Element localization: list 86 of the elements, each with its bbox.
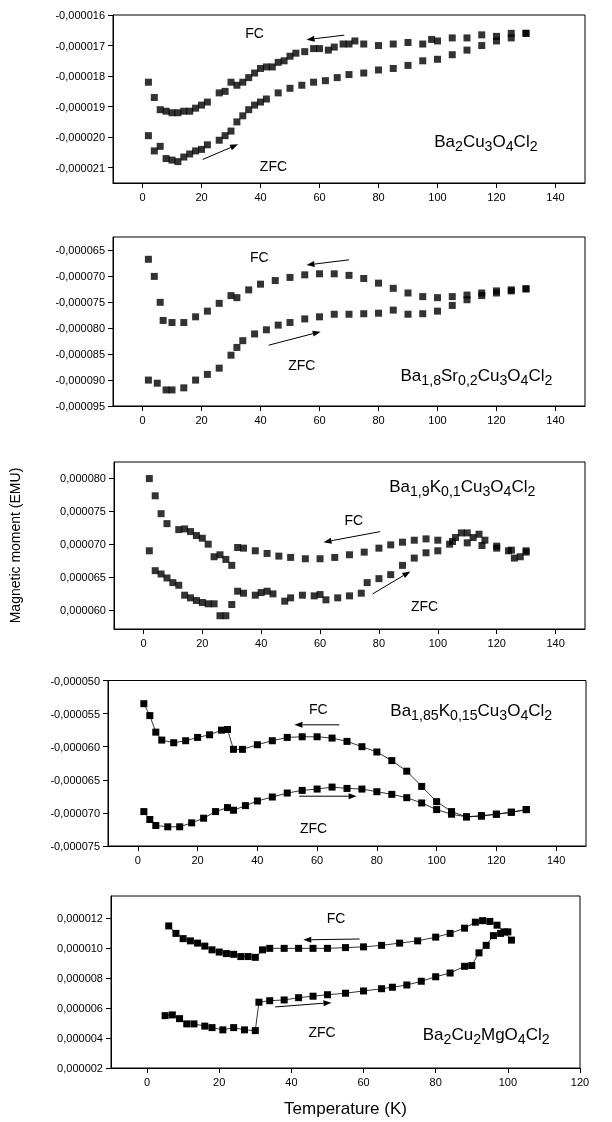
y-tick-label: -0,000070 (50, 806, 100, 819)
x-tick-label: 80 (370, 853, 383, 866)
x-tick-label: 120 (570, 1075, 590, 1088)
series-label: ZFC (299, 819, 328, 836)
x-tick-label: 100 (428, 413, 447, 426)
y-tick-label: -0,000095 (55, 400, 105, 412)
x-tick-label: 100 (498, 1075, 518, 1088)
x-tick-label: 20 (195, 190, 208, 203)
x-tick-label: 0 (139, 413, 146, 426)
y-tick-label: 0,000070 (60, 538, 106, 551)
y-tick-label: -0,000018 (55, 70, 105, 83)
x-tick-label: 80 (372, 413, 385, 426)
x-tick-label: 140 (546, 190, 565, 203)
text: Ba$_{1,85}$K$_{0,15}$Cu$_{3}$O$_{4}$Cl$_{2}$ (390, 700, 553, 723)
x-tick-label: 140 (546, 413, 565, 426)
y-tick-label: 0,000004 (57, 1032, 103, 1045)
y-tick-label: -0,000060 (50, 740, 100, 753)
y-tick-label: -0,000055 (50, 707, 100, 720)
x-tick-label: 60 (313, 636, 327, 649)
x-tick-label: 0 (134, 853, 141, 866)
x-tick-label: 120 (487, 636, 506, 649)
x-tick-label: 40 (285, 1075, 298, 1088)
y-tick-label: -0,000070 (55, 270, 105, 283)
y-tick-label: 0,000065 (60, 571, 106, 584)
x-tick-label: 60 (313, 190, 326, 203)
x-tick-label: 100 (428, 190, 447, 203)
x-tick-label: 0 (139, 190, 146, 203)
y-tick-label: -0,000016 (55, 9, 105, 21)
x-tick-label: 60 (313, 413, 326, 426)
text: Ba$_{1,9}$K$_{0,1}$Cu$_{3}$O$_{4}$Cl$_{2}$ (389, 476, 536, 500)
y-tick-label: -0,000080 (55, 322, 105, 335)
annotation: Ba$_{2}$Cu$_{2}$MgO$_{4}$Cl$_{2}$ (422, 1024, 550, 1048)
x-tick-label: 0 (140, 636, 147, 649)
y-tick-label: -0,000050 (50, 674, 100, 687)
x-tick-label: 40 (254, 190, 267, 203)
series-label: FC (326, 910, 346, 927)
y-tick-label: 0,000010 (57, 942, 103, 955)
y-tick-label: 0,000075 (60, 505, 106, 518)
x-tick-label: 120 (487, 413, 506, 426)
y-tick-label: -0,000075 (55, 296, 105, 309)
x-tick-label: 20 (196, 636, 209, 649)
text: ZFC (259, 158, 288, 175)
y-tick-label: -0,000065 (55, 244, 105, 257)
series-label: FC (245, 25, 264, 42)
y-tick-label: -0,000065 (50, 773, 100, 786)
y-tick-label: -0,000017 (55, 39, 105, 52)
x-tick-label: 20 (195, 413, 208, 426)
y-axis-title: Magnetic moment (EMU) (7, 467, 23, 624)
series-label: FC (308, 701, 328, 718)
x-tick-label: 20 (213, 1075, 226, 1088)
x-tick-label: 60 (357, 1075, 370, 1088)
x-tick-label: 40 (255, 636, 268, 649)
y-tick-label: 0,000060 (60, 604, 106, 617)
series-label: ZFC (308, 1023, 336, 1040)
x-tick-label: 80 (372, 190, 385, 203)
y-tick-label: -0,000019 (55, 100, 105, 113)
x-tick-label: 20 (191, 853, 204, 866)
x-tick-label: 80 (429, 1075, 442, 1088)
x-tick-label: 120 (487, 853, 506, 866)
x-tick-label: 100 (428, 636, 447, 649)
x-axis-title: Temperature (K) (284, 1099, 407, 1118)
x-tick-label: 60 (311, 853, 324, 866)
text: Ba$_{1,8}$Sr$_{0,2}$Cu$_{3}$O$_{4}$Cl$_{2}$ (400, 366, 553, 389)
y-tick-label: 0,000006 (57, 1002, 103, 1015)
series-label: FC (344, 512, 364, 529)
y-tick-label: 0,000012 (57, 912, 103, 925)
x-tick-label: 80 (372, 636, 386, 649)
x-tick-label: 140 (546, 636, 565, 649)
y-tick-label: 0,000080 (60, 471, 106, 484)
y-tick-label: 0,000008 (57, 972, 103, 985)
x-tick-label: 40 (251, 853, 264, 866)
x-tick-label: 120 (487, 190, 506, 203)
y-tick-label: -0,000075 (50, 840, 100, 852)
x-tick-label: 140 (546, 853, 566, 866)
series-label: ZFC (410, 597, 439, 614)
y-tick-label: 0,000002 (57, 1062, 103, 1074)
series-label: FC (249, 249, 269, 266)
legend-label: ZFC (288, 357, 316, 374)
x-tick-label: 100 (427, 853, 446, 866)
y-tick-label: -0,000020 (55, 131, 105, 144)
y-tick-label: -0,000085 (55, 348, 105, 361)
y-tick-label: -0,000090 (55, 374, 105, 387)
y-tick-label: -0,000021 (55, 161, 105, 174)
x-tick-label: 0 (144, 1075, 151, 1088)
x-tick-label: 40 (254, 413, 267, 426)
annotation: Ba$_{2}$Cu$_{3}$O$_{4}$Cl$_{2}$ (434, 131, 538, 154)
